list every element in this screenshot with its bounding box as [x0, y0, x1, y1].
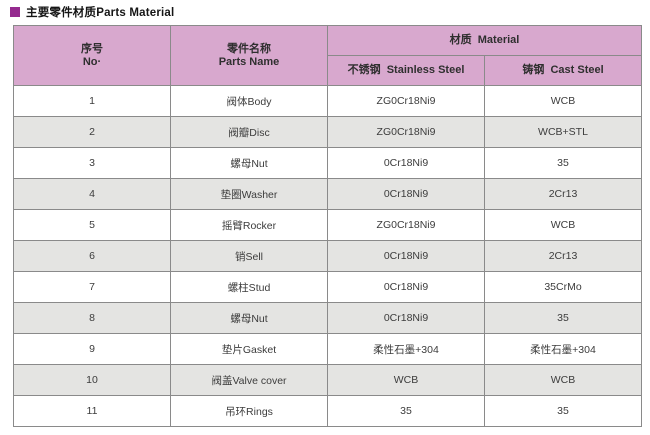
- col-header-stainless-steel: 不锈钢 Stainless Steel: [327, 55, 485, 86]
- cell-no: 7: [13, 271, 171, 303]
- cell-cast: 2Cr13: [484, 240, 642, 272]
- col-header-no-en: No·: [82, 55, 102, 68]
- cell-no: 3: [13, 147, 171, 179]
- cell-part-name: 吊环Rings: [170, 395, 328, 427]
- col-header-cast-steel: 铸钢 Cast Steel: [484, 55, 642, 86]
- parts-material-table: 序号 No· 零件名称 Parts Name 材质 Material 不锈钢 Sta…: [13, 25, 642, 427]
- cell-stainless: 0Cr18Ni9: [327, 178, 485, 210]
- col-header-no-zh: 序号: [81, 42, 103, 55]
- cell-cast: 35CrMo: [484, 271, 642, 303]
- cell-stainless: WCB: [327, 364, 485, 396]
- cell-cast: WCB+STL: [484, 116, 642, 148]
- cell-cast: 35: [484, 395, 642, 427]
- cell-part-name: 垫片Gasket: [170, 333, 328, 365]
- col-header-no: 序号 No·: [13, 25, 171, 86]
- cell-cast: 2Cr13: [484, 178, 642, 210]
- table-row: 11 吊环Rings 35 35: [13, 395, 642, 427]
- header-row-2: 不锈钢 Stainless Steel 铸钢 Cast Steel: [14, 55, 642, 86]
- cell-cast: WCB: [484, 364, 642, 396]
- cell-part-name: 螺柱Stud: [170, 271, 328, 303]
- col-header-parts-en: Parts Name: [218, 55, 280, 68]
- cell-no: 11: [13, 395, 171, 427]
- table-row: 6 销Sell 0Cr18Ni9 2Cr13: [13, 240, 642, 272]
- cell-stainless: 0Cr18Ni9: [327, 271, 485, 303]
- col-header-parts-zh: 零件名称: [227, 42, 271, 55]
- table-row: 2 阀瓣Disc ZG0Cr18Ni9 WCB+STL: [13, 116, 642, 148]
- cell-part-name: 螺母Nut: [170, 302, 328, 334]
- cell-no: 1: [13, 85, 171, 117]
- cell-cast: WCB: [484, 209, 642, 241]
- table-body: 1 阀体Body ZG0Cr18Ni9 WCB 2 阀瓣Disc ZG0Cr18Ni9 WCB…: [13, 85, 642, 427]
- table-header: 序号 No· 零件名称 Parts Name 材质 Material 不锈钢 Sta…: [13, 25, 642, 86]
- col-header-parts-name: 零件名称 Parts Name: [170, 25, 328, 86]
- cell-part-name: 阀体Body: [170, 85, 328, 117]
- cell-part-name: 摇臂Rocker: [170, 209, 328, 241]
- header-row-1: 序号 No· 零件名称 Parts Name 材质 Material: [13, 25, 642, 86]
- cell-no: 5: [13, 209, 171, 241]
- cell-stainless: 0Cr18Ni9: [327, 147, 485, 179]
- cell-no: 6: [13, 240, 171, 272]
- cell-stainless: 柔性石墨+304: [327, 333, 485, 365]
- title-bullet-icon: [10, 7, 20, 17]
- cell-no: 2: [13, 116, 171, 148]
- table-row: 3 螺母Nut 0Cr18Ni9 35: [13, 147, 642, 179]
- section-title: 主要零件材质Parts Material: [10, 4, 174, 20]
- table-row: 7 螺柱Stud 0Cr18Ni9 35CrMo: [13, 271, 642, 303]
- cell-part-name: 螺母Nut: [170, 147, 328, 179]
- table-row: 4 垫圈Washer 0Cr18Ni9 2Cr13: [13, 178, 642, 210]
- cell-stainless: 0Cr18Ni9: [327, 240, 485, 272]
- cell-stainless: ZG0Cr18Ni9: [327, 85, 485, 117]
- cell-part-name: 垫圈Washer: [170, 178, 328, 210]
- table-row: 10 阀盖Valve cover WCB WCB: [13, 364, 642, 396]
- cell-cast: 35: [484, 302, 642, 334]
- cell-no: 10: [13, 364, 171, 396]
- table-row: 1 阀体Body ZG0Cr18Ni9 WCB: [13, 85, 642, 117]
- cell-stainless: 0Cr18Ni9: [327, 302, 485, 334]
- cell-stainless: ZG0Cr18Ni9: [327, 116, 485, 148]
- cell-no: 9: [13, 333, 171, 365]
- cell-stainless: 35: [327, 395, 485, 427]
- cell-stainless: ZG0Cr18Ni9: [327, 209, 485, 241]
- cell-cast: WCB: [484, 85, 642, 117]
- cell-cast: 35: [484, 147, 642, 179]
- cell-cast: 柔性石墨+304: [484, 333, 642, 365]
- cell-part-name: 阀瓣Disc: [170, 116, 328, 148]
- col-header-material: 材质 Material: [327, 25, 642, 56]
- cell-part-name: 阀盖Valve cover: [170, 364, 328, 396]
- cell-part-name: 销Sell: [170, 240, 328, 272]
- page-title: 主要零件材质Parts Material: [26, 7, 175, 19]
- cell-no: 4: [13, 178, 171, 210]
- cell-no: 8: [13, 302, 171, 334]
- table-row: 9 垫片Gasket 柔性石墨+304 柔性石墨+304: [13, 333, 642, 365]
- table-row: 5 摇臂Rocker ZG0Cr18Ni9 WCB: [13, 209, 642, 241]
- table-row: 8 螺母Nut 0Cr18Ni9 35: [13, 302, 642, 334]
